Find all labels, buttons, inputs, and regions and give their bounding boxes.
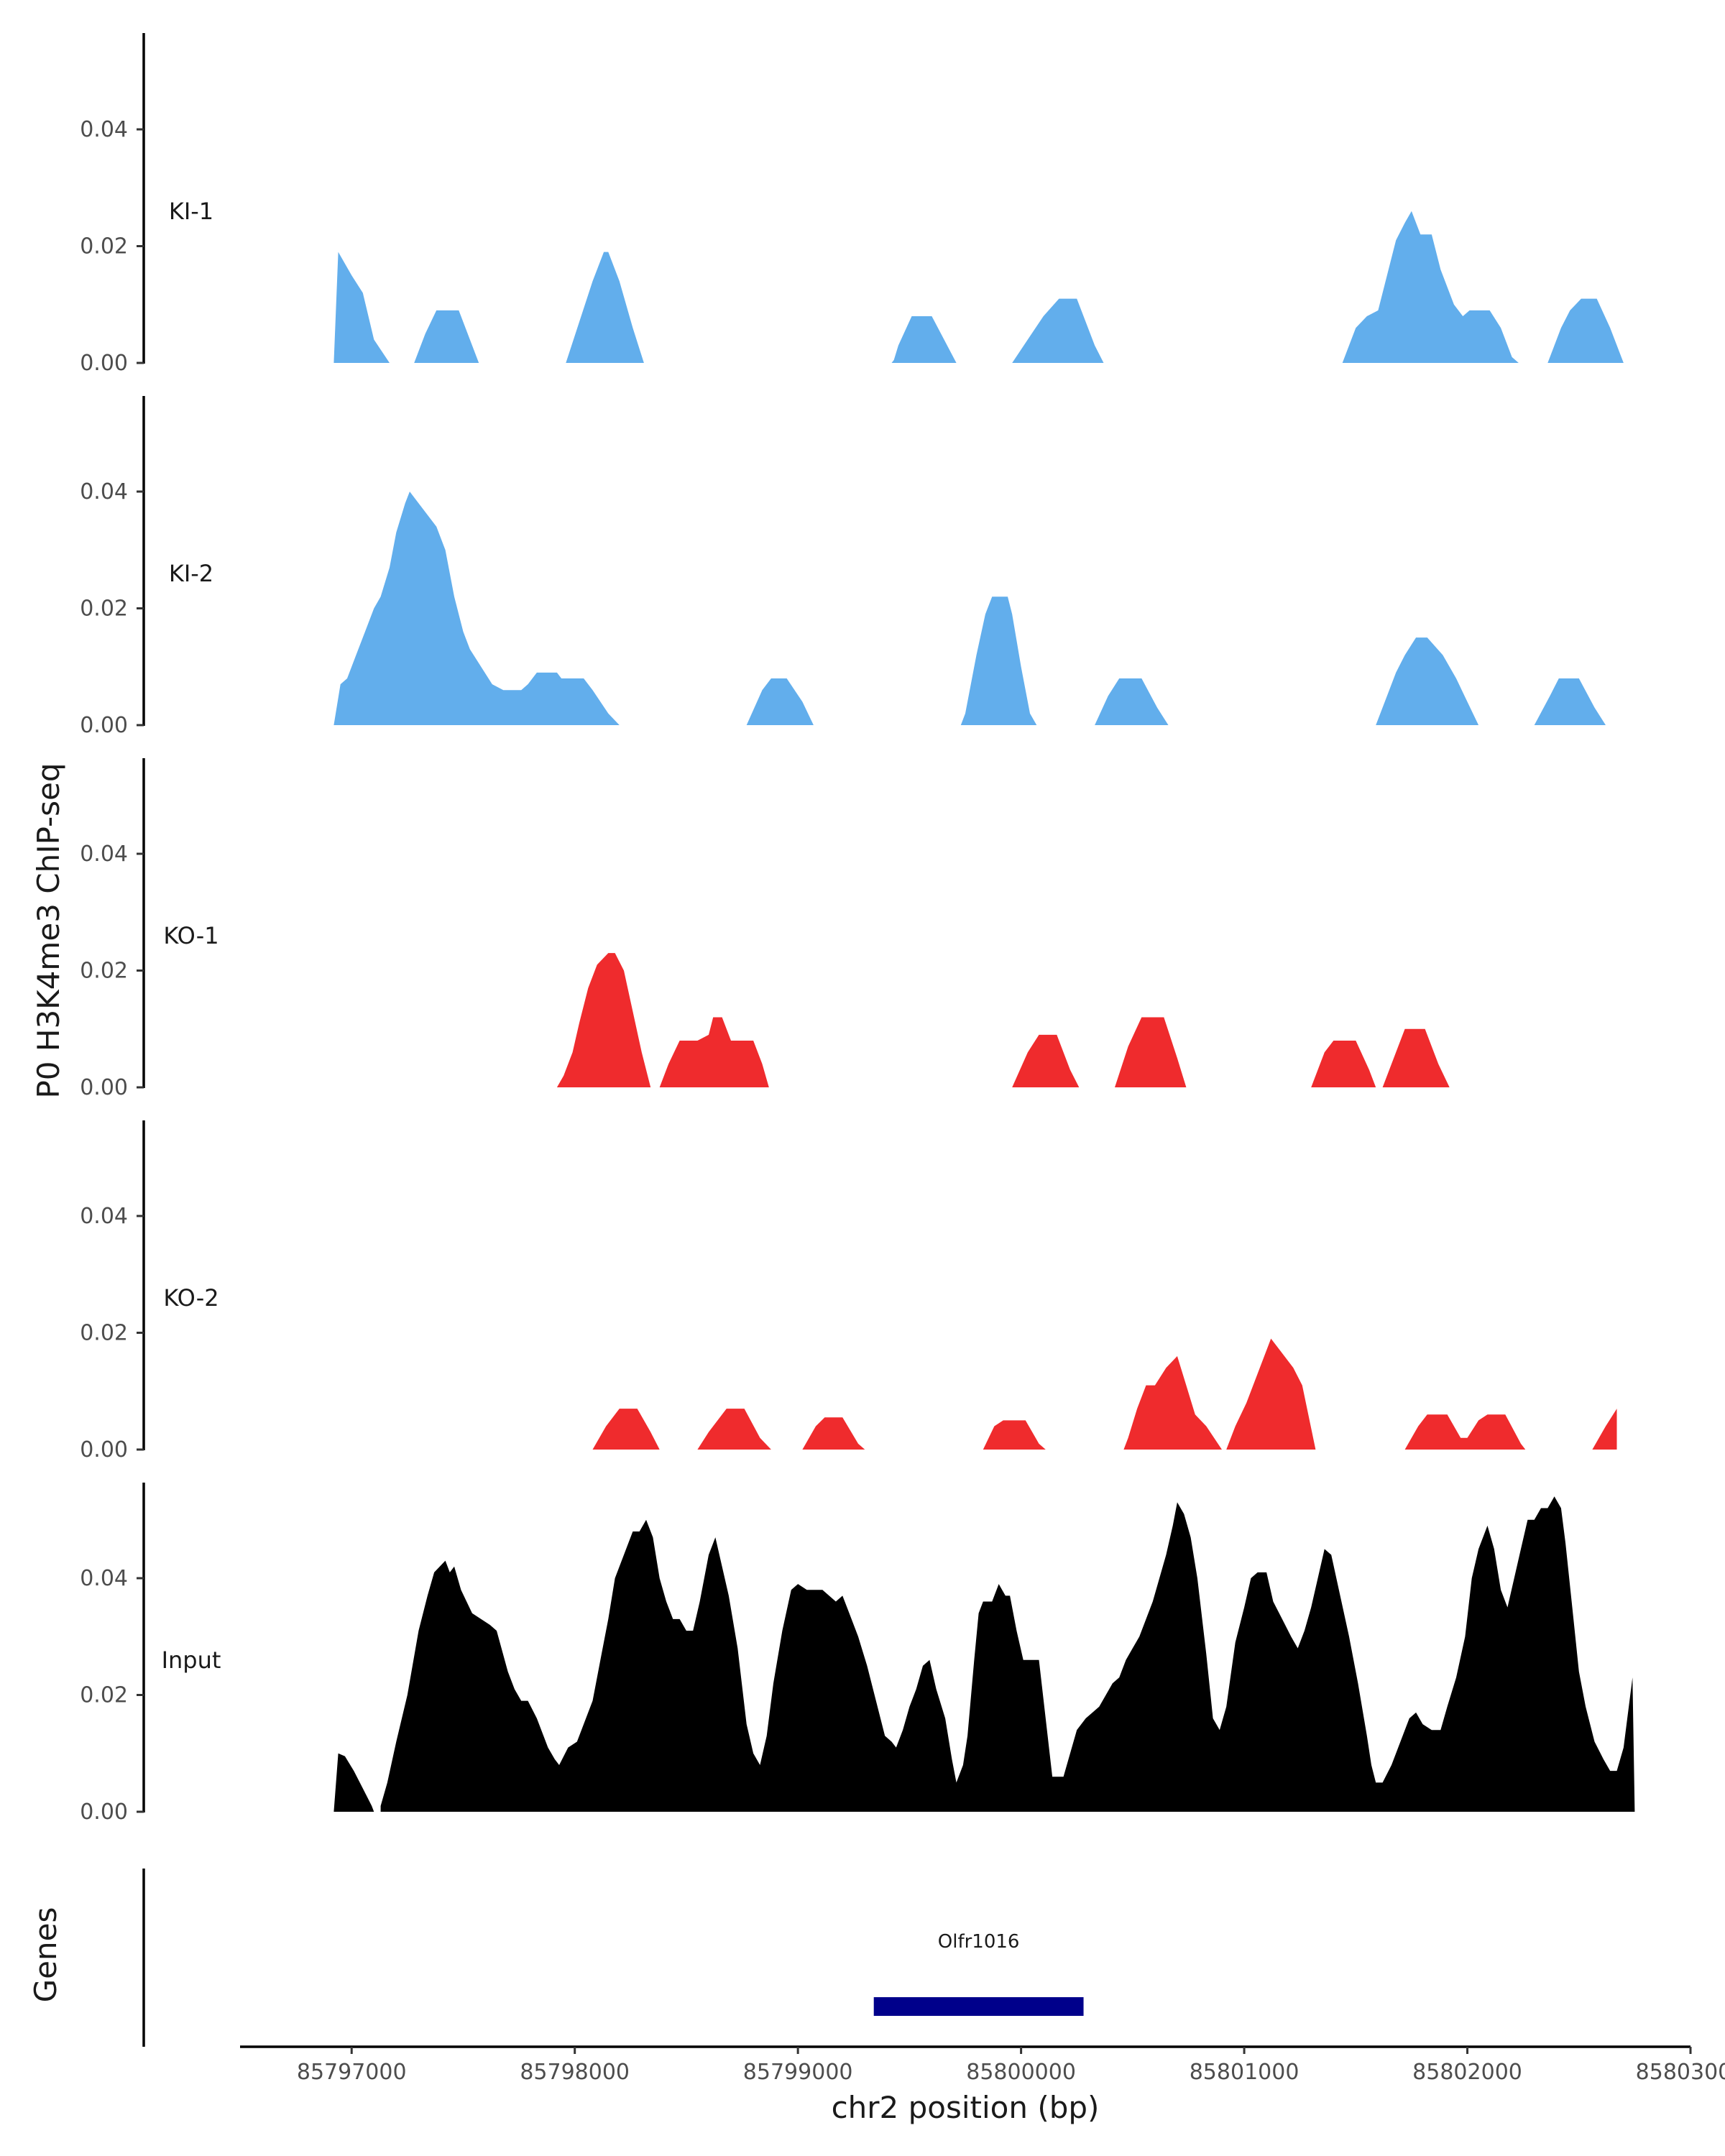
- x-tick-label: 85802000: [1412, 2060, 1522, 2085]
- y-tick-label: 0.04: [80, 842, 128, 867]
- track-ko-2: 0.00 0.02 0.04 KO-2: [80, 1120, 1617, 1462]
- gene-label: Olfr1016: [938, 1931, 1020, 1953]
- y-tick-label: 0.02: [80, 1683, 128, 1708]
- signal-peak: [1123, 1356, 1222, 1450]
- x-tick-group: 85797000 85798000 85799000 85800000 85801000…: [297, 2047, 1725, 2085]
- signal-peak: [1534, 678, 1606, 725]
- track-input: 0.00 0.02 0.04 Input: [80, 1483, 1635, 1825]
- y-axis-title: P0 H3K4me3 ChIP-seq: [31, 763, 66, 1098]
- signal-peak: [1342, 211, 1519, 363]
- signal-peak: [1547, 298, 1624, 363]
- signal-peak: [592, 1409, 660, 1450]
- y-tick-label: 0.02: [80, 959, 128, 984]
- signal-peak: [1376, 637, 1479, 725]
- x-axis: 85797000 85798000 85799000 85800000 85801000…: [240, 2045, 1725, 2085]
- tracks-layer: 0.00 0.02 0.04 KI-1 0.00 0.02 0.04 KI-2 0.00 0.02…: [80, 33, 1635, 1825]
- signal-peak: [1404, 1414, 1526, 1450]
- y-tick-label: 0.00: [80, 1800, 128, 1825]
- signal-peak: [1012, 1034, 1080, 1087]
- signal-peak: [802, 1417, 865, 1450]
- y-tick-label: 0.04: [80, 1566, 128, 1591]
- track-label: KO-1: [163, 922, 218, 949]
- signal-peak: [891, 316, 957, 363]
- y-tick-label: 0.02: [80, 1321, 128, 1346]
- x-tick-label: 85801000: [1190, 2060, 1300, 2085]
- track-label: Input: [162, 1646, 221, 1674]
- y-tick-label: 0.02: [80, 234, 128, 259]
- signal-peak: [566, 252, 644, 363]
- x-tick-label: 85797000: [297, 2060, 407, 2085]
- y-tick-label: 0.00: [80, 713, 128, 738]
- track-label: KI-1: [169, 198, 213, 225]
- signal-peak: [659, 1017, 769, 1087]
- signal-peak: [556, 953, 651, 1087]
- y-tick-label: 0.00: [80, 1437, 128, 1462]
- signal-peak: [334, 1753, 374, 1812]
- y-tick-label: 0.02: [80, 596, 128, 622]
- signal-peak: [983, 1420, 1046, 1450]
- track-ko-1: 0.00 0.02 0.04 KO-1: [80, 758, 1450, 1100]
- signal-peak: [746, 678, 814, 725]
- signal-peak: [697, 1409, 771, 1450]
- y-tick-label: 0.04: [80, 117, 128, 142]
- signal-peak: [1226, 1338, 1316, 1450]
- signal-peak: [1095, 678, 1169, 725]
- signal-peak: [380, 1496, 1635, 1812]
- y-tick-label: 0.04: [80, 1204, 128, 1229]
- track-label: KI-2: [169, 560, 213, 587]
- signal-peak: [1382, 1028, 1450, 1087]
- signal-peak: [1115, 1017, 1187, 1087]
- signal-peak: [1592, 1409, 1617, 1450]
- x-tick-label: 85799000: [743, 2060, 853, 2085]
- x-tick-label: 85800000: [966, 2060, 1076, 2085]
- x-axis-title: chr2 position (bp): [832, 2090, 1100, 2125]
- x-tick-label: 85803000: [1636, 2060, 1725, 2085]
- signal-peak: [960, 596, 1037, 725]
- x-tick-label: 85798000: [520, 2060, 630, 2085]
- track-ki-1: 0.00 0.02 0.04 KI-1: [80, 33, 1624, 376]
- y-tick-label: 0.00: [80, 351, 128, 376]
- signal-peak: [414, 310, 479, 363]
- signal-peak: [1311, 1041, 1376, 1087]
- track-ki-2: 0.00 0.02 0.04 KI-2: [80, 396, 1606, 738]
- signal-peak: [334, 492, 620, 725]
- gene-bar: [873, 1997, 1084, 2016]
- gene-track: Olfr1016: [142, 1869, 1084, 2047]
- track-label: KO-2: [163, 1284, 218, 1312]
- genes-axis-title: Genes: [28, 1907, 63, 2003]
- signal-peak: [1012, 298, 1104, 363]
- y-tick-label: 0.04: [80, 479, 128, 505]
- y-tick-label: 0.00: [80, 1075, 128, 1100]
- signal-peak: [334, 252, 390, 363]
